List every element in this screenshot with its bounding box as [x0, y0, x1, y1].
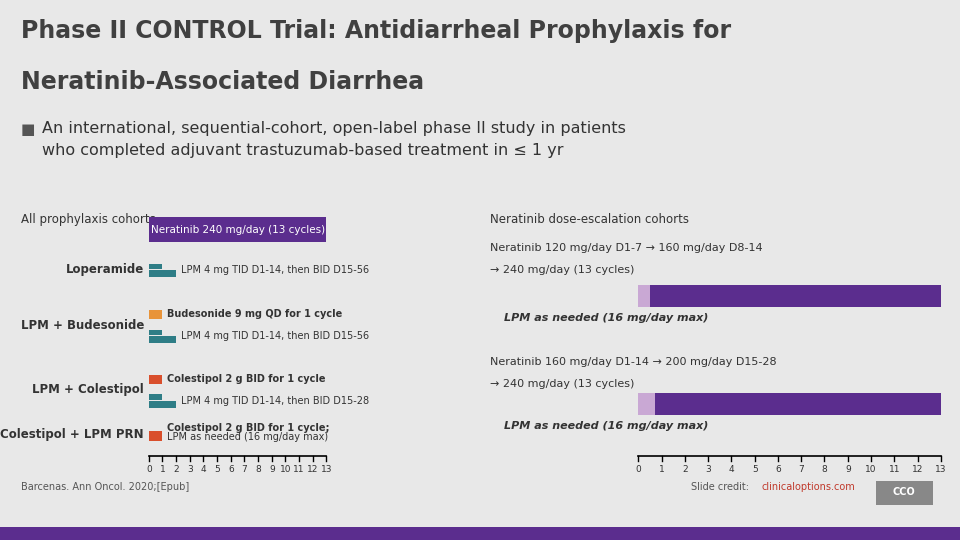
- Text: 12: 12: [912, 465, 924, 474]
- FancyBboxPatch shape: [876, 481, 933, 505]
- Text: Neratinib 240 mg/day (13 cycles): Neratinib 240 mg/day (13 cycles): [151, 225, 324, 235]
- Text: Barcenas. Ann Oncol. 2020;[Epub]: Barcenas. Ann Oncol. 2020;[Epub]: [21, 482, 189, 492]
- Text: 8: 8: [822, 465, 828, 474]
- Text: LPM + Budesonide: LPM + Budesonide: [20, 319, 144, 332]
- Text: LPM + Colestipol: LPM + Colestipol: [33, 383, 144, 396]
- Text: 2: 2: [683, 465, 687, 474]
- FancyBboxPatch shape: [149, 431, 162, 441]
- Text: 5: 5: [214, 465, 220, 474]
- Text: LPM as needed (16 mg/day max): LPM as needed (16 mg/day max): [167, 432, 328, 442]
- Text: Colestipol + LPM PRN: Colestipol + LPM PRN: [0, 428, 144, 441]
- Text: Neratinib 120 mg/day D1-7 → 160 mg/day D8-14: Neratinib 120 mg/day D1-7 → 160 mg/day D…: [490, 243, 762, 253]
- Text: Loperamide: Loperamide: [65, 264, 144, 276]
- Text: CCO: CCO: [893, 488, 916, 497]
- Text: 12: 12: [307, 465, 319, 474]
- Text: 11: 11: [889, 465, 900, 474]
- Text: 7: 7: [799, 465, 804, 474]
- Text: LPM as needed (16 mg/day max): LPM as needed (16 mg/day max): [504, 313, 708, 323]
- FancyBboxPatch shape: [149, 336, 176, 343]
- Text: 7: 7: [242, 465, 248, 474]
- Text: 13: 13: [321, 465, 332, 474]
- Text: 10: 10: [279, 465, 291, 474]
- FancyBboxPatch shape: [638, 393, 655, 415]
- FancyBboxPatch shape: [149, 264, 162, 269]
- Text: 6: 6: [775, 465, 780, 474]
- Text: 2: 2: [174, 465, 179, 474]
- Text: Budesonide 9 mg QD for 1 cycle: Budesonide 9 mg QD for 1 cycle: [167, 309, 343, 319]
- Text: LPM 4 mg TID D1-14, then BID D15-56: LPM 4 mg TID D1-14, then BID D15-56: [180, 265, 369, 275]
- Text: Neratinib 160 mg/day D1-14 → 200 mg/day D15-28: Neratinib 160 mg/day D1-14 → 200 mg/day …: [490, 357, 777, 368]
- Text: 9: 9: [845, 465, 851, 474]
- FancyBboxPatch shape: [149, 217, 326, 242]
- Text: 0: 0: [146, 465, 152, 474]
- FancyBboxPatch shape: [149, 401, 176, 408]
- Text: 1: 1: [659, 465, 664, 474]
- FancyBboxPatch shape: [650, 285, 941, 307]
- Text: → 240 mg/day (13 cycles): → 240 mg/day (13 cycles): [490, 379, 634, 389]
- Text: 10: 10: [865, 465, 876, 474]
- Text: 13: 13: [935, 465, 947, 474]
- Text: Slide credit:: Slide credit:: [691, 482, 753, 492]
- Text: 3: 3: [187, 465, 193, 474]
- Text: 4: 4: [201, 465, 206, 474]
- Text: ■: ■: [21, 122, 36, 137]
- Text: 6: 6: [228, 465, 233, 474]
- Text: 11: 11: [294, 465, 305, 474]
- FancyBboxPatch shape: [149, 329, 162, 335]
- Text: clinicaloptions.com: clinicaloptions.com: [761, 482, 855, 492]
- Text: Colestipol 2 g BID for 1 cycle;: Colestipol 2 g BID for 1 cycle;: [167, 423, 330, 433]
- Text: Neratinib dose-escalation cohorts: Neratinib dose-escalation cohorts: [490, 213, 688, 226]
- Text: 5: 5: [752, 465, 757, 474]
- FancyBboxPatch shape: [655, 393, 941, 415]
- Text: LPM 4 mg TID D1-14, then BID D15-28: LPM 4 mg TID D1-14, then BID D15-28: [180, 396, 369, 406]
- Text: All prophylaxis cohorts: All prophylaxis cohorts: [21, 213, 156, 226]
- Text: 9: 9: [269, 465, 275, 474]
- Text: → 240 mg/day (13 cycles): → 240 mg/day (13 cycles): [490, 265, 634, 275]
- Text: 8: 8: [255, 465, 261, 474]
- Text: Neratinib-Associated Diarrhea: Neratinib-Associated Diarrhea: [21, 70, 424, 94]
- FancyBboxPatch shape: [149, 271, 176, 278]
- FancyBboxPatch shape: [149, 394, 162, 400]
- FancyBboxPatch shape: [638, 285, 650, 307]
- FancyBboxPatch shape: [149, 310, 162, 320]
- Text: 1: 1: [159, 465, 165, 474]
- FancyBboxPatch shape: [149, 375, 162, 384]
- FancyBboxPatch shape: [0, 526, 960, 540]
- Text: An international, sequential-cohort, open-label phase II study in patients
who c: An international, sequential-cohort, ope…: [42, 122, 626, 158]
- Text: LPM as needed (16 mg/day max): LPM as needed (16 mg/day max): [504, 421, 708, 431]
- Text: 0: 0: [636, 465, 641, 474]
- Text: LPM 4 mg TID D1-14, then BID D15-56: LPM 4 mg TID D1-14, then BID D15-56: [180, 331, 369, 341]
- Text: Colestipol 2 g BID for 1 cycle: Colestipol 2 g BID for 1 cycle: [167, 374, 325, 384]
- Text: 3: 3: [706, 465, 711, 474]
- Text: Phase II CONTROL Trial: Antidiarrheal Prophylaxis for: Phase II CONTROL Trial: Antidiarrheal Pr…: [21, 19, 732, 43]
- Text: 4: 4: [729, 465, 734, 474]
